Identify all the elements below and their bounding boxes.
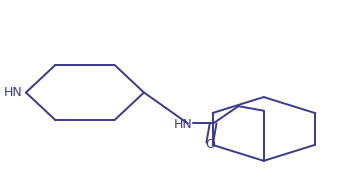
Text: HN: HN (4, 86, 23, 99)
Text: O: O (205, 138, 215, 151)
Text: HN: HN (173, 118, 192, 131)
